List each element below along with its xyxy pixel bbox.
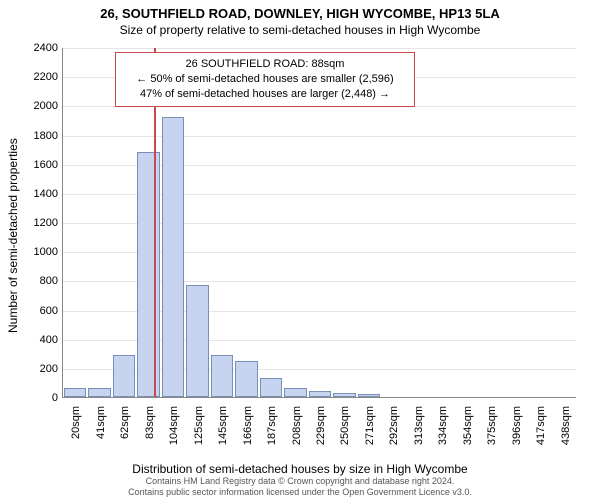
y-tick-label: 200 [18, 363, 58, 375]
callout-line1: 26 SOUTHFIELD ROAD: 88sqm [124, 57, 406, 72]
x-tick-label: 396sqm [511, 406, 523, 456]
chart-title-block: 26, SOUTHFIELD ROAD, DOWNLEY, HIGH WYCOM… [0, 0, 600, 37]
y-tick-label: 1000 [18, 246, 58, 258]
histogram-bar [64, 388, 87, 397]
x-tick-label: 62sqm [119, 406, 131, 456]
x-tick-label: 334sqm [437, 406, 449, 456]
gridline [63, 48, 576, 49]
y-tick-label: 2400 [18, 42, 58, 54]
callout-line2: ← 50% of semi-detached houses are smalle… [124, 72, 406, 87]
histogram-bar [211, 355, 234, 397]
histogram-bar [260, 378, 283, 397]
histogram-bar [235, 361, 258, 397]
y-tick-label: 1200 [18, 217, 58, 229]
histogram-bar [309, 391, 332, 397]
footer-line2: Contains public sector information licen… [0, 487, 600, 498]
x-tick-label: 208sqm [291, 406, 303, 456]
x-tick-label: 83sqm [144, 406, 156, 456]
x-axis-label: Distribution of semi-detached houses by … [0, 462, 600, 476]
x-tick-label: 166sqm [242, 406, 254, 456]
chart-title-line1: 26, SOUTHFIELD ROAD, DOWNLEY, HIGH WYCOM… [0, 6, 600, 21]
x-tick-label: 125sqm [193, 406, 205, 456]
callout-line3: 47% of semi-detached houses are larger (… [124, 87, 406, 102]
y-tick-label: 1600 [18, 159, 58, 171]
y-tick-label: 2200 [18, 71, 58, 83]
histogram-bar [88, 388, 111, 397]
histogram-bar [358, 394, 381, 397]
x-tick-label: 41sqm [95, 406, 107, 456]
x-tick-label: 354sqm [462, 406, 474, 456]
histogram-bar [284, 388, 307, 397]
x-tick-label: 375sqm [486, 406, 498, 456]
histogram-bar [113, 355, 136, 397]
x-tick-label: 20sqm [70, 406, 82, 456]
histogram-bar [137, 152, 160, 397]
attribution-footer: Contains HM Land Registry data © Crown c… [0, 476, 600, 498]
y-tick-label: 400 [18, 334, 58, 346]
histogram-bar [186, 285, 209, 397]
footer-line1: Contains HM Land Registry data © Crown c… [0, 476, 600, 487]
histogram-bar [162, 117, 185, 397]
y-tick-label: 1400 [18, 188, 58, 200]
x-tick-label: 250sqm [339, 406, 351, 456]
chart-title-line2: Size of property relative to semi-detach… [0, 23, 600, 37]
y-tick-label: 1800 [18, 130, 58, 142]
histogram-bar [333, 393, 356, 397]
x-tick-label: 187sqm [266, 406, 278, 456]
x-tick-label: 104sqm [168, 406, 180, 456]
gridline [63, 136, 576, 137]
y-tick-label: 800 [18, 275, 58, 287]
x-tick-label: 145sqm [217, 406, 229, 456]
y-tick-label: 2000 [18, 100, 58, 112]
y-tick-label: 0 [18, 392, 58, 404]
x-tick-label: 292sqm [388, 406, 400, 456]
x-tick-label: 417sqm [535, 406, 547, 456]
x-tick-label: 438sqm [560, 406, 572, 456]
y-tick-label: 600 [18, 305, 58, 317]
x-tick-label: 271sqm [364, 406, 376, 456]
x-tick-label: 313sqm [413, 406, 425, 456]
x-tick-label: 229sqm [315, 406, 327, 456]
property-marker-callout: 26 SOUTHFIELD ROAD: 88sqm ← 50% of semi-… [115, 52, 415, 107]
